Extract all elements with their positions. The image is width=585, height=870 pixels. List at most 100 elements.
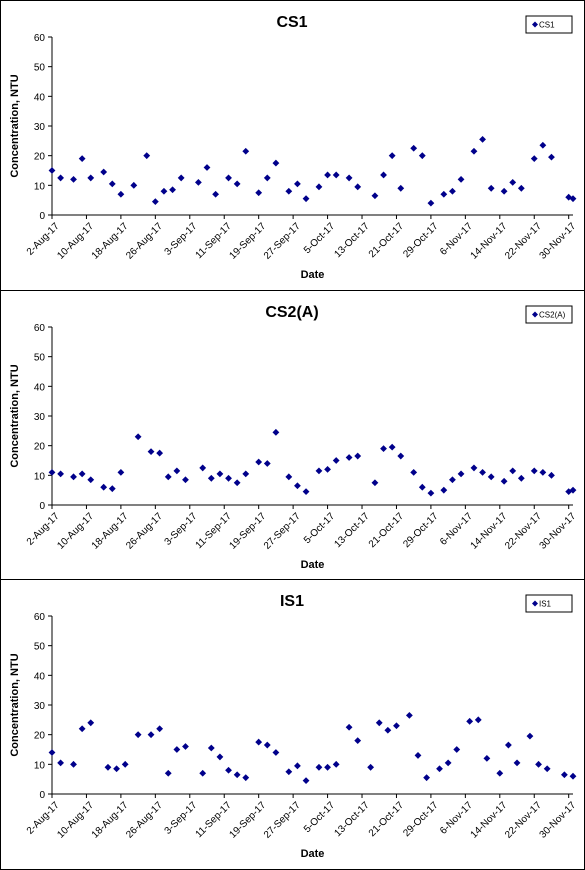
- data-point: [263, 460, 271, 467]
- data-point: [483, 755, 491, 762]
- data-point: [380, 445, 387, 453]
- chart-panel: IS1 Concentration, NTU Date 0 10 20 30 40 50 60 2-…: [0, 579, 585, 870]
- legend-label: IS1: [539, 600, 552, 609]
- x-tick-label: 27-Sep-17: [262, 221, 303, 262]
- data-point: [332, 760, 340, 768]
- x-tick-label: 26-Aug-17: [124, 221, 165, 262]
- legend-marker: [532, 600, 538, 607]
- data-point: [272, 749, 280, 756]
- y-tick-label: 50: [34, 353, 46, 364]
- data-point: [367, 763, 375, 771]
- data-point: [272, 159, 280, 167]
- legend-label: CS1: [539, 21, 555, 30]
- data-point: [147, 731, 155, 739]
- data-point: [100, 168, 108, 176]
- data-point: [302, 777, 310, 785]
- y-tick-label: 20: [34, 152, 46, 163]
- x-tick-label: 30-Nov-17: [538, 511, 579, 552]
- y-tick-label: 30: [34, 701, 46, 712]
- x-tick-label: 29-Oct-17: [401, 511, 441, 551]
- data-point: [517, 474, 525, 482]
- legend: CS1: [525, 15, 573, 34]
- data-point: [418, 152, 426, 160]
- data-point: [255, 458, 263, 466]
- data-point: [427, 199, 435, 207]
- data-point: [242, 774, 250, 782]
- data-point: [543, 765, 551, 773]
- data-point: [548, 153, 555, 161]
- y-tick-label: 20: [34, 731, 46, 742]
- y-tick-label: 40: [34, 92, 46, 103]
- data-point: [294, 482, 301, 490]
- data-point: [70, 760, 77, 768]
- scatter-chart: CS2(A) Concentration, NTU Date 0 10 20 30 40 50 6…: [9, 304, 579, 571]
- x-tick-label: 27-Sep-17: [262, 511, 303, 552]
- data-point: [479, 468, 486, 476]
- x-axis-title: Date: [301, 848, 325, 860]
- data-point: [164, 473, 172, 481]
- data-point: [294, 180, 301, 188]
- data-point: [414, 752, 422, 759]
- data-point: [457, 470, 465, 478]
- data-point: [371, 192, 379, 200]
- data-point: [177, 174, 185, 182]
- data-point: [569, 195, 577, 203]
- data-point: [354, 452, 362, 460]
- data-point: [560, 771, 568, 779]
- legend-box: [525, 305, 573, 324]
- data-point: [354, 737, 362, 744]
- data-point: [487, 184, 495, 192]
- x-axis-title: Date: [301, 559, 325, 571]
- data-point: [173, 467, 181, 475]
- data-point: [548, 471, 555, 479]
- data-point: [70, 176, 77, 183]
- data-point: [513, 759, 521, 767]
- data-point: [242, 470, 250, 478]
- y-tick-label: 10: [34, 471, 46, 482]
- data-point: [449, 187, 456, 195]
- data-point: [169, 186, 176, 194]
- y-tick-label: 10: [34, 181, 46, 192]
- y-tick-label: 60: [34, 612, 46, 623]
- data-point: [380, 171, 387, 179]
- data-point: [388, 443, 396, 451]
- x-tick-label: 29-Oct-17: [401, 221, 441, 261]
- data-point: [70, 473, 77, 481]
- data-point: [199, 464, 207, 472]
- data-point: [233, 771, 241, 779]
- data-point: [375, 719, 383, 727]
- data-point: [324, 763, 331, 771]
- data-point: [397, 184, 405, 192]
- data-point: [405, 711, 413, 719]
- data-point: [345, 174, 353, 182]
- data-point: [199, 769, 207, 777]
- x-tick-label: 26-Aug-17: [124, 800, 165, 841]
- data-point: [410, 468, 418, 476]
- data-point: [423, 774, 431, 782]
- legend-marker: [532, 21, 538, 28]
- data-point: [388, 152, 396, 160]
- x-tick-label: 5-Oct-17: [302, 800, 338, 836]
- data-point: [371, 479, 379, 487]
- y-tick-label: 50: [34, 63, 46, 74]
- x-tick-label: 13-Oct-17: [332, 221, 372, 261]
- data-point: [57, 470, 65, 478]
- data-point: [48, 468, 56, 476]
- data-point: [569, 772, 577, 780]
- y-tick-label: 30: [34, 412, 46, 423]
- data-point: [410, 144, 418, 152]
- data-point: [225, 474, 232, 482]
- y-tick-label: 0: [39, 501, 45, 512]
- data-point: [397, 452, 405, 460]
- data-point: [57, 174, 65, 182]
- y-axis-title: Concentration, NTU: [9, 653, 21, 756]
- y-axis-title: Concentration, NTU: [9, 74, 21, 177]
- data-point: [134, 731, 142, 739]
- data-point: [182, 743, 189, 750]
- data-point: [393, 722, 400, 730]
- y-tick-label: 20: [34, 442, 46, 453]
- data-point: [263, 174, 271, 182]
- chart-panel: CS1 Concentration, NTU Date 0 10 20 30 40 50 60 2-…: [0, 0, 585, 291]
- data-point: [48, 167, 56, 174]
